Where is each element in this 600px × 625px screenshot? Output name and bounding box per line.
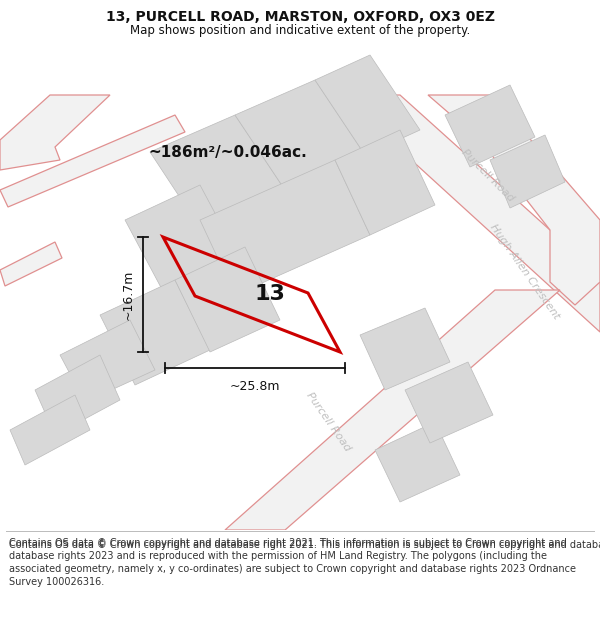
Polygon shape [445,85,535,167]
Polygon shape [225,290,560,530]
Text: Purcell Road: Purcell Road [460,147,516,203]
Polygon shape [375,422,460,502]
Text: Hugh Allen Crescent: Hugh Allen Crescent [488,222,562,321]
Text: 13, PURCELL ROAD, MARSTON, OXFORD, OX3 0EZ: 13, PURCELL ROAD, MARSTON, OXFORD, OX3 0… [106,11,494,24]
Polygon shape [315,55,420,155]
Polygon shape [405,362,493,443]
Polygon shape [360,308,450,390]
Polygon shape [60,320,155,402]
Polygon shape [235,80,365,190]
Text: Map shows position and indicative extent of the property.: Map shows position and indicative extent… [130,24,470,37]
Polygon shape [335,130,435,235]
Polygon shape [340,95,600,332]
Text: ~25.8m: ~25.8m [230,380,280,393]
Polygon shape [150,115,285,228]
Text: 13: 13 [254,284,285,304]
Text: ~186m²/~0.046ac.: ~186m²/~0.046ac. [148,144,307,159]
Polygon shape [175,247,280,352]
Polygon shape [0,115,185,207]
Polygon shape [0,242,62,286]
Polygon shape [35,355,120,435]
Polygon shape [10,395,90,465]
Polygon shape [200,160,370,295]
Text: Contains OS data © Crown copyright and database right 2021. This information is : Contains OS data © Crown copyright and d… [9,539,600,549]
Text: ~16.7m: ~16.7m [122,269,135,319]
Polygon shape [100,280,210,385]
Text: Contains OS data © Crown copyright and database right 2021. This information is : Contains OS data © Crown copyright and d… [9,538,576,588]
Polygon shape [490,135,565,208]
Text: Purcell Road: Purcell Road [304,391,352,453]
Polygon shape [0,95,110,170]
Polygon shape [125,185,240,295]
Polygon shape [428,95,600,305]
